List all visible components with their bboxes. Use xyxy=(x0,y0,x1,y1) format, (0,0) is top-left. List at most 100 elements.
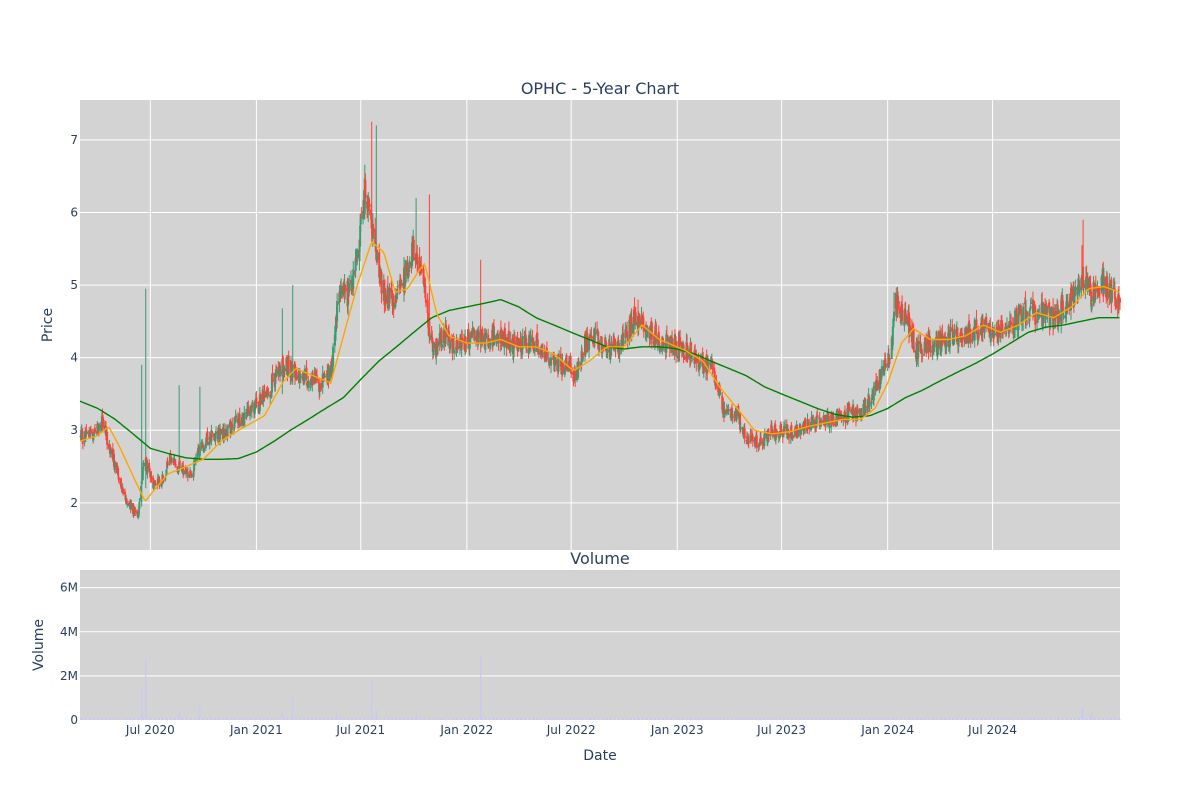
candle-body xyxy=(618,347,621,355)
candle-body xyxy=(428,336,431,340)
volume-bar xyxy=(1022,719,1024,720)
candle-body xyxy=(1112,288,1115,290)
candle-body xyxy=(383,279,386,305)
volume-bar xyxy=(417,718,419,720)
candle-body xyxy=(537,349,540,352)
volume-bar xyxy=(667,718,669,720)
volume-bar xyxy=(990,718,992,720)
candle-body xyxy=(784,426,787,429)
candle-body xyxy=(924,337,927,341)
volume-bar xyxy=(311,718,313,720)
volume-bar xyxy=(130,718,132,720)
candle-body xyxy=(165,469,168,474)
volume-bar xyxy=(706,718,708,720)
candle-body xyxy=(174,464,177,466)
candle-body xyxy=(351,284,354,287)
candle-body xyxy=(586,332,589,353)
volume-bar xyxy=(219,718,221,720)
volume-bar xyxy=(461,719,463,720)
candle-body xyxy=(170,457,173,459)
candle-body xyxy=(710,359,713,362)
candle-body xyxy=(96,425,99,428)
candle-body xyxy=(220,429,223,435)
volume-bar xyxy=(178,710,180,720)
candle-body xyxy=(88,430,91,438)
candle-body xyxy=(898,307,901,314)
candle-body xyxy=(214,433,217,441)
candle-body xyxy=(101,415,104,418)
candle-body xyxy=(908,324,911,337)
volume-bar xyxy=(173,718,175,720)
candle-body xyxy=(333,334,336,346)
candle-body xyxy=(710,359,713,367)
candle-body xyxy=(717,383,720,393)
volume-bar xyxy=(1099,718,1101,720)
candle-body xyxy=(548,359,551,364)
candle-body xyxy=(630,316,633,334)
candle-body xyxy=(985,323,988,325)
volume-bar xyxy=(740,718,742,720)
candle-body xyxy=(428,320,431,338)
candle-body xyxy=(424,285,427,298)
candle-body xyxy=(624,329,627,339)
volume-bar xyxy=(439,718,441,720)
candle-body xyxy=(263,391,266,399)
candle-body xyxy=(733,415,736,417)
candle-body xyxy=(838,417,841,419)
candle-body xyxy=(137,515,140,519)
volume-bar xyxy=(1040,718,1043,720)
candle-body xyxy=(265,391,268,397)
candle-body xyxy=(201,443,204,448)
volume-bar xyxy=(141,689,143,720)
candle-body xyxy=(149,475,152,477)
date-x-tick-label: Jul 2020 xyxy=(125,723,175,737)
volume-bar xyxy=(654,718,656,720)
candle-body xyxy=(1025,310,1028,321)
candle-body xyxy=(100,426,103,431)
volume-bar xyxy=(128,718,131,720)
candle-body xyxy=(99,424,102,429)
candle-body xyxy=(590,335,593,340)
candle-body xyxy=(198,446,201,456)
candle-body xyxy=(512,350,515,356)
candle-body xyxy=(246,408,249,417)
candle-body xyxy=(487,343,490,345)
candle-body xyxy=(925,340,928,354)
candle-body xyxy=(380,271,383,294)
volume-bar xyxy=(207,718,209,720)
candle-body xyxy=(390,288,393,293)
volume-bar xyxy=(635,718,637,720)
volume-bar xyxy=(157,718,160,720)
candle-body xyxy=(443,331,446,343)
volume-bar xyxy=(917,719,919,720)
volume-bar xyxy=(952,718,954,720)
volume-bar xyxy=(425,718,427,720)
candle-body xyxy=(956,327,959,345)
candle-body xyxy=(465,346,468,348)
candle-body xyxy=(270,374,273,393)
candle-body xyxy=(1113,286,1116,288)
volume-bar xyxy=(1014,719,1016,720)
candle-body xyxy=(834,424,837,426)
volume-bar xyxy=(768,718,770,720)
candle-body xyxy=(100,416,103,428)
candle-body xyxy=(133,507,136,516)
volume-bar xyxy=(489,718,492,720)
candle-body xyxy=(118,478,121,480)
candle-body xyxy=(355,256,358,262)
candle-body xyxy=(233,417,236,429)
candle-body xyxy=(184,470,187,475)
candle-body xyxy=(770,425,773,434)
volume-bar xyxy=(844,718,846,720)
volume-bar xyxy=(191,718,193,720)
candle-body xyxy=(279,371,282,376)
date-x-tick-label: Jan 2022 xyxy=(439,723,493,737)
price-y-tick-label: 4 xyxy=(70,351,78,365)
candle-body xyxy=(795,434,798,437)
volume-bar xyxy=(280,719,282,720)
candle-body xyxy=(372,228,375,232)
volume-bar xyxy=(1087,718,1089,720)
candle-body xyxy=(726,410,729,412)
volume-bar xyxy=(722,718,724,720)
candle-body xyxy=(237,419,240,424)
